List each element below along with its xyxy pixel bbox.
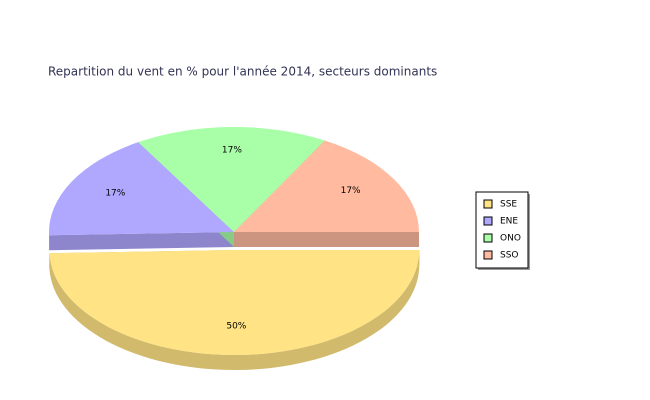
legend-swatch (483, 250, 493, 260)
legend-swatch (483, 199, 493, 209)
label-bg (104, 186, 127, 199)
slice-side (234, 232, 419, 247)
slice (138, 127, 325, 232)
value-label: 17% (341, 186, 361, 196)
legend-label: SSO (500, 251, 519, 261)
label-bg (225, 319, 248, 332)
chart-title: Repartition du vent en % pour l'année 20… (48, 65, 437, 79)
legend-label: SSE (500, 200, 517, 210)
slice (234, 140, 419, 232)
legend-swatch (483, 233, 493, 243)
legend-label: ENE (500, 217, 518, 227)
legend-swatch (483, 216, 493, 226)
value-label: 17% (105, 188, 125, 198)
value-label: 50% (226, 321, 246, 331)
label-bg (339, 184, 362, 197)
slice (49, 249, 420, 355)
slice-side (49, 232, 234, 251)
value-label: 17% (222, 146, 242, 156)
label-bg (220, 144, 243, 157)
legend-label: ONO (500, 234, 521, 244)
slice (49, 142, 234, 236)
